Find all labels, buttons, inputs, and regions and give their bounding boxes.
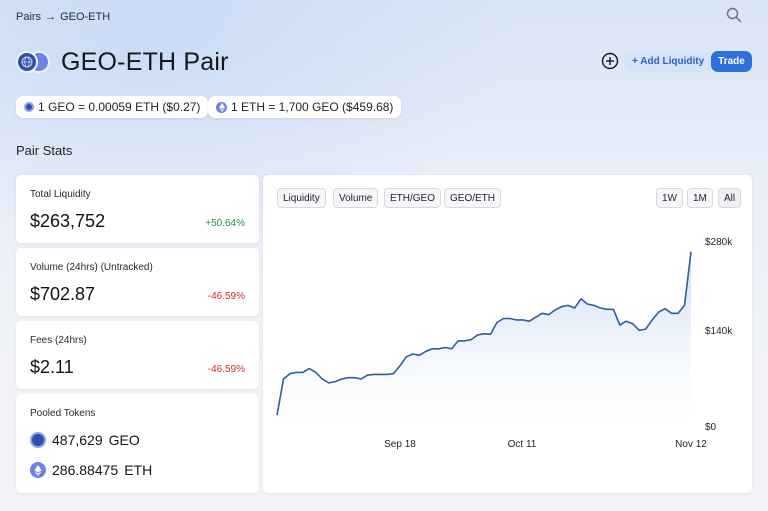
stat-label: Pooled Tokens bbox=[30, 408, 96, 419]
geo-price-text: 1 GEO = 0.00059 ETH ($0.27) bbox=[38, 100, 201, 114]
stat-value: $702.87 bbox=[30, 284, 96, 304]
x-tick-label: Sep 18 bbox=[384, 439, 416, 450]
range-1m[interactable]: 1M bbox=[687, 188, 713, 208]
pooled-eth-row: 286.88475 ETH bbox=[30, 462, 152, 478]
tab-volume[interactable]: Volume bbox=[333, 188, 379, 208]
search-icon[interactable] bbox=[726, 7, 742, 23]
x-tick-label: Oct 11 bbox=[508, 439, 537, 450]
add-favorite-icon[interactable] bbox=[601, 52, 619, 70]
pooled-geo-row: 487,629 GEO bbox=[30, 432, 140, 448]
add-liquidity-button[interactable]: + Add Liquidity bbox=[624, 51, 713, 72]
pair-logo bbox=[16, 46, 52, 78]
pooled-geo-amount: 487,629 bbox=[52, 432, 103, 448]
section-title: Pair Stats bbox=[16, 143, 73, 158]
x-tick-label: Nov 12 bbox=[675, 439, 707, 450]
range-1w[interactable]: 1W bbox=[656, 188, 683, 208]
pooled-geo-symbol: GEO bbox=[108, 432, 140, 448]
stat-change: -46.59% bbox=[207, 364, 245, 375]
breadcrumb-pairs-link[interactable]: Pairs bbox=[16, 11, 42, 23]
breadcrumb-current: GEO-ETH bbox=[60, 11, 111, 23]
y-tick-label: $280k bbox=[705, 237, 733, 248]
pooled-eth-symbol: ETH bbox=[124, 462, 153, 478]
geo-token-icon bbox=[30, 432, 46, 448]
total-liquidity-card: Total Liquidity $263,752 +50.64% bbox=[16, 175, 259, 243]
eth-price-chip: 1 ETH = 1,700 GEO ($459.68) bbox=[208, 96, 402, 118]
tab-liquidity[interactable]: Liquidity bbox=[277, 188, 326, 208]
volume-card: Volume (24hrs) (Untracked) $702.87 -46.5… bbox=[16, 248, 259, 316]
stat-value: $2.11 bbox=[30, 357, 74, 377]
chart-area bbox=[277, 251, 691, 425]
geo-price-chip: 1 GEO = 0.00059 ETH ($0.27) bbox=[16, 96, 209, 118]
liquidity-chart: $280k $140k $0 Sep 18 Oct 11 Nov 12 bbox=[276, 237, 733, 450]
pair-header: GEO-ETH Pair bbox=[16, 46, 229, 78]
breadcrumb: Pairs → GEO-ETH bbox=[16, 11, 110, 23]
tab-eth-geo[interactable]: ETH/GEO bbox=[384, 188, 442, 208]
y-tick-label: $0 bbox=[705, 422, 717, 433]
geo-token-icon bbox=[24, 102, 34, 112]
chart-card: Liquidity Volume ETH/GEO GEO/ETH 1W 1M A… bbox=[263, 175, 752, 493]
geo-logo-icon bbox=[16, 51, 38, 73]
stat-label: Fees (24hrs) bbox=[30, 335, 87, 346]
y-tick-label: $140k bbox=[705, 326, 733, 337]
stat-change: -46.59% bbox=[207, 291, 245, 302]
pooled-eth-amount: 286.88475 bbox=[52, 462, 119, 478]
stat-label: Total Liquidity bbox=[30, 189, 91, 200]
tab-geo-eth[interactable]: GEO/ETH bbox=[444, 188, 502, 208]
range-all[interactable]: All bbox=[718, 188, 742, 208]
page-title: GEO-ETH Pair bbox=[61, 47, 229, 76]
stat-label: Volume (24hrs) (Untracked) bbox=[30, 262, 153, 273]
pooled-tokens-card: Pooled Tokens 487,629 GEO 286.88475 ETH bbox=[16, 394, 259, 493]
stat-change: +50.64% bbox=[205, 218, 245, 229]
breadcrumb-separator: → bbox=[45, 11, 57, 23]
chart-line bbox=[276, 251, 692, 416]
eth-token-icon bbox=[216, 101, 227, 113]
eth-token-icon bbox=[30, 462, 46, 478]
fees-card: Fees (24hrs) $2.11 -46.59% bbox=[16, 321, 259, 389]
eth-price-text: 1 ETH = 1,700 GEO ($459.68) bbox=[231, 100, 394, 114]
trade-button[interactable]: Trade bbox=[711, 51, 752, 72]
stat-value: $263,752 bbox=[30, 211, 106, 231]
